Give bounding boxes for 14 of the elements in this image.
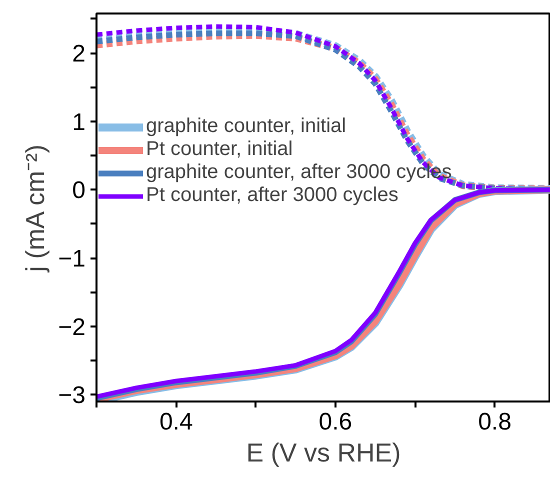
x-axis-title: E (V vs RHE) — [246, 438, 401, 468]
legend-label: Pt counter, after 3000 cycles — [146, 184, 398, 207]
x-tick-label: 0.4 — [159, 408, 193, 436]
legend-label: Pt counter, initial — [146, 138, 293, 161]
x-tick-label: 0.8 — [478, 408, 512, 436]
y-tick-label: 2 — [72, 40, 86, 68]
y-tick-label: 1 — [72, 108, 86, 136]
y-axis-title: j (mA cm⁻²) — [20, 144, 50, 273]
y-tick-label: 0 — [72, 177, 86, 204]
y-tick-label: −2 — [58, 314, 86, 341]
y-tick-label: −3 — [58, 382, 86, 410]
y-tick-label: −1 — [58, 246, 86, 273]
x-tick-label: 0.6 — [318, 408, 352, 436]
legend-label: graphite counter, initial — [146, 115, 346, 138]
